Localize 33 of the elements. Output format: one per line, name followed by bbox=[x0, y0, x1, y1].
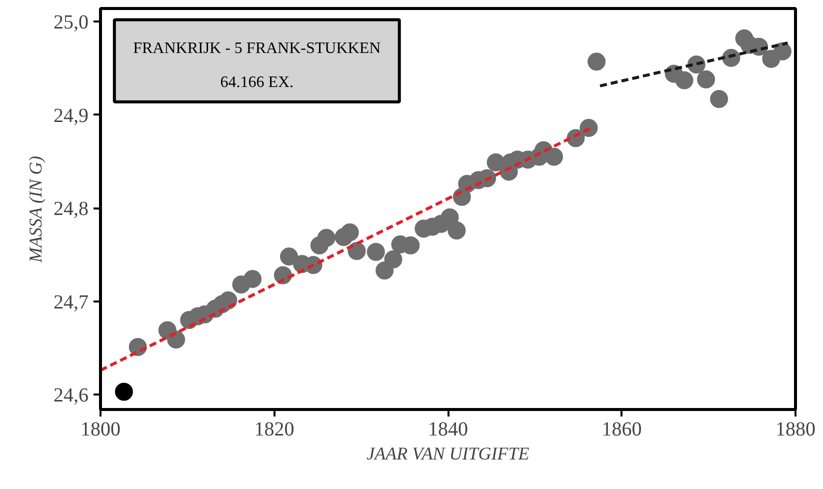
y-tick-label: 24,9 bbox=[54, 104, 88, 127]
point bbox=[384, 250, 402, 268]
y-tick-label: 25,0 bbox=[54, 12, 88, 34]
y-tick-label: 24,6 bbox=[54, 384, 88, 407]
point bbox=[244, 270, 262, 288]
point bbox=[167, 330, 186, 349]
point bbox=[219, 291, 238, 310]
point bbox=[773, 42, 792, 60]
y-axis-title: MASSA (IN G) bbox=[26, 156, 46, 264]
point bbox=[280, 248, 298, 266]
x-tick-label: 1800 bbox=[80, 418, 120, 440]
point bbox=[340, 223, 359, 242]
point bbox=[114, 382, 133, 401]
point bbox=[440, 208, 459, 226]
point bbox=[588, 52, 606, 71]
x-axis-title: JAAR VAN UITGIFTE bbox=[366, 444, 530, 464]
point bbox=[448, 221, 466, 240]
point bbox=[366, 242, 385, 261]
x-tick-label: 1860 bbox=[602, 418, 642, 440]
point bbox=[697, 70, 716, 88]
point bbox=[580, 118, 598, 137]
point bbox=[317, 228, 336, 247]
x-tick-label: 1840 bbox=[428, 418, 468, 440]
y-tick-label: 24,7 bbox=[54, 291, 88, 314]
point bbox=[348, 242, 366, 260]
x-tick-label: 1880 bbox=[776, 418, 816, 440]
point bbox=[710, 90, 728, 108]
annotation: FRANKRIJK - 5 FRANK-STUKKEN bbox=[133, 40, 382, 58]
x-tick-label: 1820 bbox=[254, 418, 294, 440]
y-tick-label: 24,8 bbox=[54, 198, 88, 220]
annotation: 64.166 EX. bbox=[220, 74, 294, 92]
point bbox=[544, 148, 563, 166]
point bbox=[675, 71, 694, 90]
